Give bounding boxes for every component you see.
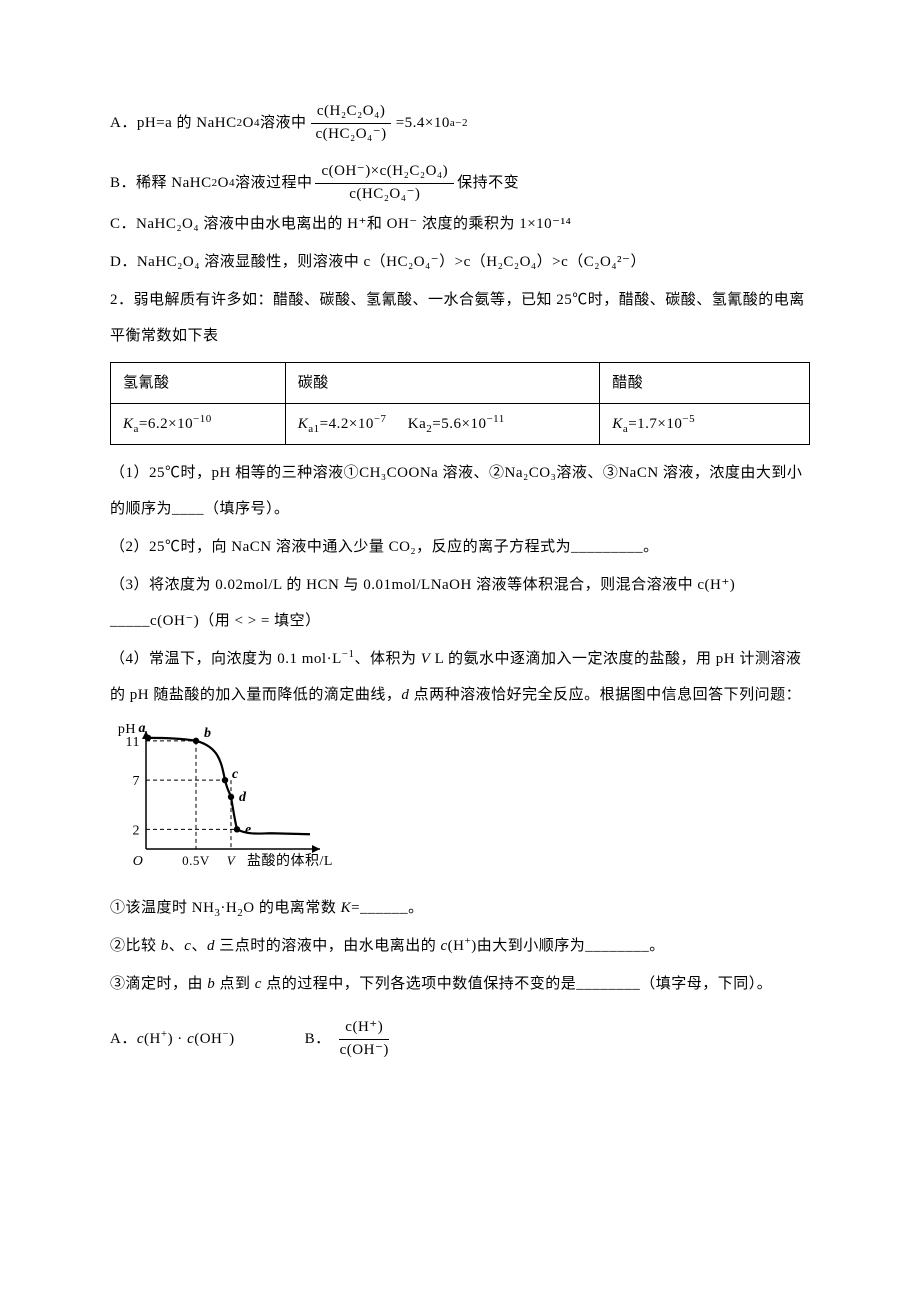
q2-part1: （1）25℃时，pH 相等的三种溶液①CH₃COONa 溶液、②Na₂CO₃溶液… bbox=[110, 455, 810, 527]
svg-text:e: e bbox=[245, 822, 252, 837]
table-row: 氢氰酸 碳酸 醋酸 bbox=[111, 363, 810, 404]
option-d: D．NaHC₂O₄ 溶液显酸性，则溶液中 c（HC₂O₄⁻）>c（H₂C₂O₄）… bbox=[110, 244, 810, 280]
svg-text:盐酸的体积/L: 盐酸的体积/L bbox=[247, 853, 333, 869]
table-cell: Ka1=4.2×10−7 Ka2=5.6×10−11 bbox=[285, 404, 600, 445]
table-row: Ka=6.2×10−10 Ka1=4.2×10−7 Ka2=5.6×10−11 … bbox=[111, 404, 810, 445]
svg-text:b: b bbox=[204, 726, 212, 741]
q2-part4: （4）常温下，向浓度为 0.1 mol·L−1、体积为 V L 的氨水中逐滴加入… bbox=[110, 641, 810, 713]
svg-text:a: a bbox=[139, 721, 147, 736]
svg-text:O: O bbox=[133, 854, 144, 869]
svg-text:7: 7 bbox=[133, 774, 141, 789]
svg-text:2: 2 bbox=[133, 823, 141, 838]
option-b: B．稀释 NaHC2O4 溶液过程中 c(OH⁻)×c(H₂C₂O₄) c(HC… bbox=[110, 162, 810, 204]
option-a: A．pH=a 的 NaHC2O4溶液中 c(H₂C₂O₄) c(HC₂O₄⁻) … bbox=[110, 102, 810, 144]
q2-part4-text: （4）常温下，向浓度为 0.1 mol·L−1、体积为 V L 的氨水中逐滴加入… bbox=[110, 651, 801, 703]
svg-text:d: d bbox=[239, 790, 247, 805]
svg-text:c: c bbox=[232, 767, 239, 782]
table-cell: 醋酸 bbox=[600, 363, 810, 404]
svg-text:11: 11 bbox=[126, 735, 140, 750]
q2-4-2: ②比较 b、c、d 三点时的溶液中，由水电离出的 c(H+)由大到小顺序为___… bbox=[110, 928, 810, 964]
q2-4-3-opt-b: B． c(H⁺) c(OH⁻) bbox=[305, 1018, 398, 1060]
svg-text:V: V bbox=[227, 853, 237, 868]
opt-b-prefix: B．稀释 NaHC bbox=[110, 165, 212, 201]
q2-part3: （3）将浓度为 0.02mol/L 的 HCN 与 0.01mol/LNaOH … bbox=[110, 567, 810, 639]
opt-b2-fraction: c(H⁺) c(OH⁻) bbox=[331, 1018, 398, 1060]
chart-svg: pH1172O0.5VV盐酸的体积/Labcde bbox=[110, 719, 340, 874]
titration-chart: pH1172O0.5VV盐酸的体积/Labcde bbox=[110, 719, 810, 888]
q2-4-3-opt-a: A．c(H+) · c(OH−) bbox=[110, 1018, 235, 1060]
opt-a-fraction: c(H₂C₂O₄) c(HC₂O₄⁻) bbox=[306, 102, 395, 144]
q2-intro: 2．弱电解质有许多如：醋酸、碳酸、氢氰酸、一水合氨等，已知 25℃时，醋酸、碳酸… bbox=[110, 282, 810, 354]
table-cell: 氢氰酸 bbox=[111, 363, 286, 404]
opt-a-prefix: A．pH=a 的 NaHC bbox=[110, 105, 237, 141]
table-cell: Ka=1.7×10−5 bbox=[600, 404, 810, 445]
option-c: C．NaHC₂O₄ 溶液中由水电离出的 H⁺和 OH⁻ 浓度的乘积为 1×10⁻… bbox=[110, 206, 810, 242]
table-cell: 碳酸 bbox=[285, 363, 600, 404]
svg-text:0.5V: 0.5V bbox=[182, 853, 210, 868]
opt-b-fraction: c(OH⁻)×c(H₂C₂O₄) c(HC₂O₄⁻) bbox=[312, 162, 457, 204]
q2-part2: （2）25℃时，向 NaCN 溶液中通入少量 CO₂，反应的离子方程式为____… bbox=[110, 529, 810, 565]
table-cell: Ka=6.2×10−10 bbox=[111, 404, 286, 445]
q2-4-1: ①该温度时 NH3·H2O 的电离常数 K=______。 bbox=[110, 890, 810, 926]
constants-table: 氢氰酸 碳酸 醋酸 Ka=6.2×10−10 Ka1=4.2×10−7 Ka2=… bbox=[110, 362, 810, 445]
q2-4-3: ③滴定时，由 b 点到 c 点的过程中，下列各选项中数值保持不变的是______… bbox=[110, 966, 810, 1002]
